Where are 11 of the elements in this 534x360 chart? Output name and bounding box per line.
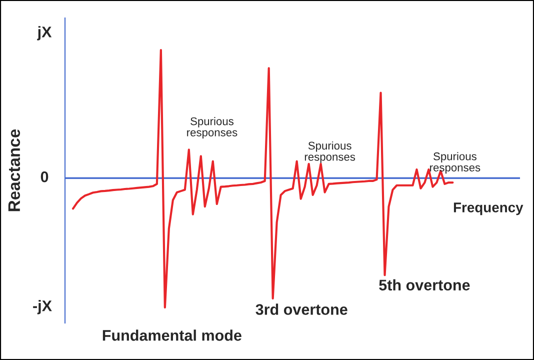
text: 0 — [40, 171, 48, 182]
annotation: Spurious responses — [304, 141, 356, 163]
x-axis-title: Frequency — [454, 202, 524, 216]
annotation: 5th overtone — [379, 279, 470, 290]
annotation: Spurious responses — [430, 152, 480, 174]
text: -jX — [33, 300, 52, 314]
annotation: 3rd overtone — [256, 304, 348, 315]
text: jX — [37, 26, 52, 40]
text: Fundamental mode — [102, 330, 242, 341]
annotation: Spurious responses — [187, 117, 238, 139]
y-axis-title: Reactance — [8, 129, 20, 212]
